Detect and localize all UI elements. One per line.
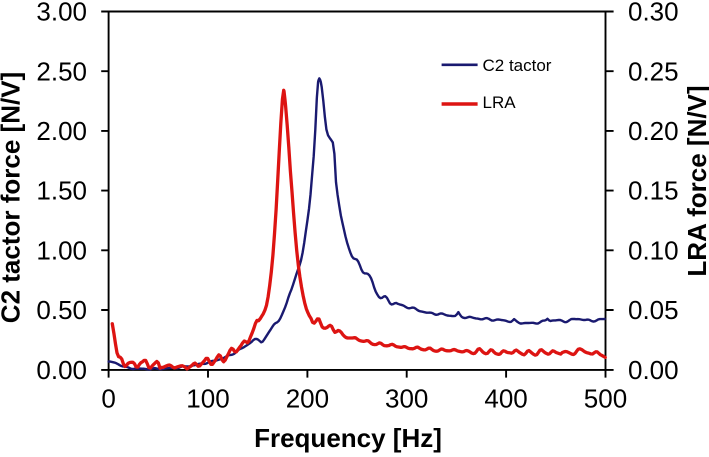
svg-text:0.20: 0.20 — [628, 116, 679, 146]
svg-text:500: 500 — [584, 384, 627, 414]
svg-text:200: 200 — [286, 384, 329, 414]
svg-text:0.25: 0.25 — [628, 56, 679, 86]
svg-text:1.50: 1.50 — [36, 176, 87, 206]
svg-text:0.05: 0.05 — [628, 295, 679, 325]
svg-text:C2 tactor force [N/V]: C2 tactor force [N/V] — [0, 72, 26, 323]
svg-text:0.30: 0.30 — [628, 0, 679, 27]
svg-text:0.50: 0.50 — [36, 295, 87, 325]
svg-text:LRA force [N/V]: LRA force [N/V] — [682, 85, 709, 276]
svg-text:300: 300 — [385, 384, 428, 414]
svg-text:400: 400 — [484, 384, 527, 414]
svg-text:0.00: 0.00 — [36, 355, 87, 385]
svg-text:Frequency [Hz]: Frequency [Hz] — [254, 423, 442, 453]
svg-text:2.50: 2.50 — [36, 56, 87, 86]
svg-text:0.15: 0.15 — [628, 176, 679, 206]
svg-text:1.00: 1.00 — [36, 235, 87, 265]
svg-text:0.00: 0.00 — [628, 355, 679, 385]
svg-text:100: 100 — [186, 384, 229, 414]
svg-text:0: 0 — [101, 384, 115, 414]
svg-text:2.00: 2.00 — [36, 116, 87, 146]
svg-text:LRA: LRA — [483, 93, 517, 112]
svg-text:3.00: 3.00 — [36, 0, 87, 27]
svg-text:C2 tactor: C2 tactor — [483, 56, 552, 75]
svg-text:0.10: 0.10 — [628, 235, 679, 265]
